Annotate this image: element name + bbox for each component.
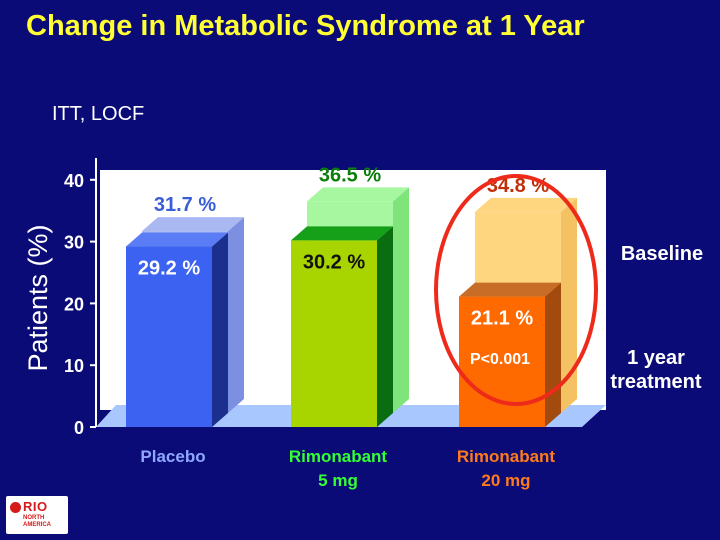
highlight-ellipse — [434, 174, 598, 406]
legend-treatment-label: 1 year — [627, 347, 685, 369]
treatment-value-label: 29.2 % — [138, 258, 200, 280]
y-tick-label: 30 — [64, 233, 84, 253]
chart-subtitle: ITT, LOCF — [52, 103, 144, 125]
baseline-bar-top — [142, 217, 244, 232]
treatment-bar-side — [545, 282, 561, 427]
treatment-bar-top — [459, 282, 561, 297]
baseline-bar-side — [393, 187, 409, 413]
slide-title: Change in Metabolic Syndrome at 1 Year — [26, 10, 585, 42]
y-tick-label: 20 — [64, 294, 84, 314]
category-label: 5 mg — [318, 471, 358, 490]
y-tick-label: 40 — [64, 171, 84, 191]
baseline-value-label: 36.5 % — [319, 164, 381, 186]
y-axis-label: Patients (%) — [23, 224, 53, 371]
baseline-bar-top — [307, 187, 409, 202]
company-logo: RIO NORTH AMERICA — [6, 496, 68, 534]
legend-treatment-label: treatment — [610, 371, 701, 393]
category-label: Rimonabant — [457, 447, 556, 466]
category-label: 20 mg — [481, 471, 530, 490]
logo-name: RIO — [23, 499, 48, 514]
treatment-bar-top — [126, 232, 228, 247]
category-label: Rimonabant — [289, 447, 388, 466]
treatment-value-label: 30.2 % — [303, 251, 365, 273]
treatment-bar — [126, 246, 212, 427]
treatment-bar-top — [291, 226, 393, 241]
baseline-bar-side — [228, 217, 244, 413]
y-tick-label: 10 — [64, 356, 84, 376]
logo-dot-icon — [10, 502, 21, 513]
logo-subtitle: NORTH AMERICA — [23, 515, 51, 528]
treatment-bar-side — [377, 226, 393, 427]
category-label: Placebo — [140, 447, 205, 466]
baseline-bar-side — [561, 197, 577, 413]
legend-baseline-label: Baseline — [621, 243, 703, 265]
baseline-value-label: 31.7 % — [154, 194, 216, 216]
y-tick-label: 0 — [74, 418, 84, 438]
p-value-annotation: P<0.001 — [470, 351, 530, 368]
treatment-bar-side — [212, 232, 228, 427]
treatment-bar — [459, 296, 545, 427]
baseline-bar-top — [475, 197, 577, 212]
treatment-value-label: 21.1 % — [471, 308, 533, 330]
treatment-bar — [291, 240, 377, 427]
